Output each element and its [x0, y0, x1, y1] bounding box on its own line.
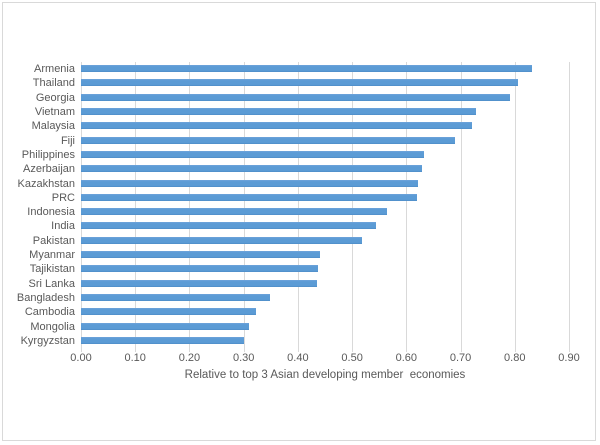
bar-row: [81, 334, 569, 348]
category-label: Kyrgyzstan: [20, 334, 75, 347]
chart-frame: Armenia Thailand Georgia Vietnam Malaysia Fij…: [2, 2, 596, 441]
gridline: [81, 62, 82, 352]
bar-myanmar: [81, 251, 320, 259]
bar-cambodia: [81, 308, 256, 316]
bar-mongolia: [81, 322, 250, 330]
bar-row: [81, 76, 569, 90]
x-tick-label: 0.90: [558, 352, 580, 364]
bar-row: [81, 291, 569, 305]
bar-thailand: [81, 79, 519, 87]
category-label: Mongolia: [30, 320, 75, 333]
bar-bangladesh: [81, 293, 271, 301]
bar-row: [81, 277, 569, 291]
category-label: Pakistan: [32, 234, 75, 247]
bar-pakistan: [81, 236, 362, 244]
category-label: Tajikistan: [29, 263, 75, 276]
category-label: Bangladesh: [16, 291, 75, 304]
bar-row: [81, 134, 569, 148]
bar-row: [81, 234, 569, 248]
bar-row: [81, 162, 569, 176]
gridline: [135, 62, 137, 352]
bar-row: [81, 105, 569, 119]
x-axis-title: Relative to top 3 Asian developing membe…: [184, 369, 466, 381]
x-tick-label: 0.00: [70, 352, 92, 364]
gridline: [352, 62, 354, 352]
category-axis: Armenia Thailand Georgia Vietnam Malaysia Fij…: [3, 62, 75, 348]
category-label: Armenia: [34, 63, 75, 76]
bar-india: [81, 222, 376, 230]
gridline: [569, 62, 570, 352]
category-label: Kazakhstan: [17, 177, 75, 190]
category-label: Philippines: [21, 148, 75, 161]
bar-row: [81, 191, 569, 205]
category-label: PRC: [51, 191, 75, 204]
category-label: Malaysia: [31, 120, 75, 133]
bar-tajikistan: [81, 265, 318, 273]
x-tick-label: 0.50: [341, 352, 363, 364]
category-label: Azerbaijan: [23, 163, 75, 176]
bar-fiji: [81, 136, 456, 144]
bar-row: [81, 248, 569, 262]
x-tick-label: 0.40: [287, 352, 309, 364]
plot-area: [81, 62, 570, 352]
bar-row: [81, 305, 569, 319]
bar-kazakhstan: [81, 179, 419, 187]
bar-row: [81, 262, 569, 276]
bar-row: [81, 219, 569, 233]
bar-sri-lanka: [81, 279, 317, 287]
category-label: Fiji: [60, 134, 75, 147]
category-label: Vietnam: [34, 106, 75, 119]
x-tick-label: 0.80: [504, 352, 526, 364]
gridline: [243, 62, 245, 352]
bar-row: [81, 205, 569, 219]
bar-prc: [81, 193, 418, 201]
value-axis: 0.00 0.10 0.20 0.30 0.40 0.50 0.60 0.70 0.80 0.90: [70, 352, 579, 366]
bar-row: [81, 319, 569, 333]
bar-row: [81, 91, 569, 105]
bar-malaysia: [81, 122, 473, 130]
gridline: [297, 62, 299, 352]
x-tick-label: 0.60: [395, 352, 418, 364]
bar-georgia: [81, 93, 511, 101]
x-tick-label: 0.30: [232, 352, 255, 364]
bar-indonesia: [81, 208, 388, 216]
bar-armenia: [81, 65, 533, 73]
bar-azerbaijan: [81, 165, 422, 173]
gridline: [189, 62, 191, 352]
gridline: [460, 62, 462, 352]
bar-row: [81, 62, 569, 76]
category-label: Georgia: [35, 91, 75, 104]
category-label: Indonesia: [27, 206, 75, 219]
gridline: [406, 62, 408, 352]
bar-kyrgyzstan: [81, 336, 244, 344]
x-tick-label: 0.70: [449, 352, 472, 364]
bar-vietnam: [81, 108, 476, 116]
category-label: Sri Lanka: [28, 277, 75, 290]
bar-philippines: [81, 150, 424, 158]
x-tick-label: 0.20: [178, 352, 201, 364]
bar-row: [81, 148, 569, 162]
category-label: Myanmar: [29, 249, 75, 262]
gridline: [514, 62, 516, 352]
bar-row: [81, 119, 569, 133]
x-tick-label: 0.10: [124, 352, 146, 364]
category-label: Cambodia: [24, 306, 75, 319]
category-label: India: [51, 220, 75, 233]
category-label: Thailand: [32, 77, 75, 90]
bar-row: [81, 176, 569, 190]
